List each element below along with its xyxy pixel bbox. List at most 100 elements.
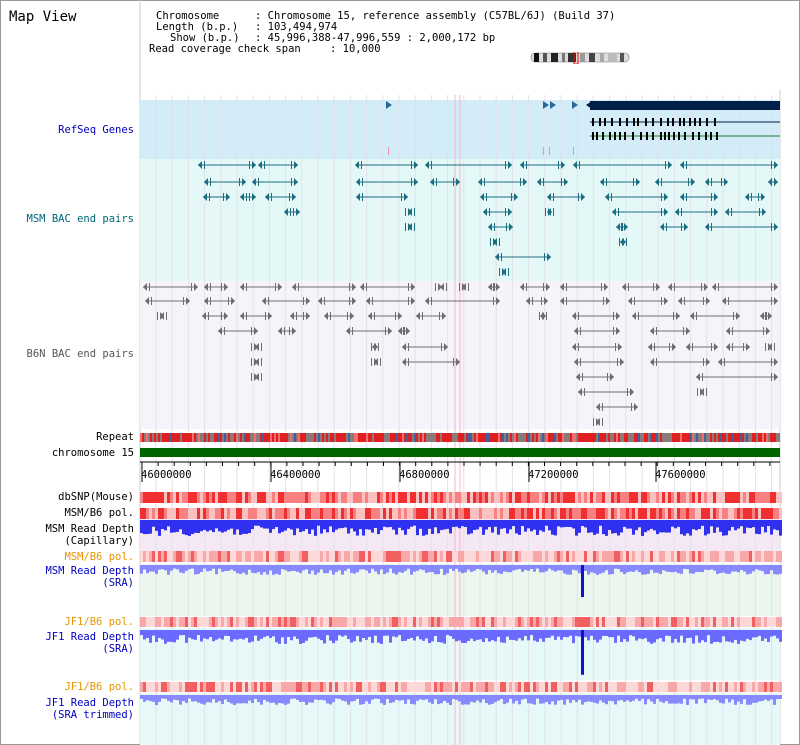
msm-depth-cap-bar bbox=[329, 520, 332, 527]
jf1-b6-pol-strip-2 bbox=[257, 682, 260, 692]
repeat-segment bbox=[734, 433, 736, 442]
show-label: Show (b.p.) bbox=[170, 32, 240, 44]
msm-b6-pol-strip bbox=[179, 508, 182, 519]
jf1-b6-pol-strip bbox=[311, 617, 314, 627]
jf1-b6-pol-strip bbox=[674, 617, 677, 627]
pair-tick bbox=[249, 193, 250, 201]
msm-depth-cap-bar bbox=[626, 520, 629, 529]
pair-end bbox=[254, 358, 258, 366]
msm-b6-pol-strip bbox=[629, 508, 632, 519]
jf1-b6-pol-strip bbox=[335, 617, 338, 627]
dbsnp-strip bbox=[590, 492, 593, 503]
msm-b6-pol-strip-2 bbox=[254, 551, 257, 562]
dbsnp-strip bbox=[278, 492, 281, 503]
b6n-bac-label: B6N BAC end pairs bbox=[26, 348, 134, 360]
msm-b6-pol-strip-2 bbox=[335, 551, 338, 562]
pair-tick bbox=[681, 223, 682, 231]
pair-end bbox=[456, 358, 460, 366]
repeat-segment bbox=[472, 433, 474, 442]
msm-b6-pol-strip-2 bbox=[587, 551, 590, 562]
msm-depth-sra-bar bbox=[536, 565, 539, 569]
jf1-b6-pol-strip-2 bbox=[584, 682, 587, 692]
jf1-b6-pol-strip bbox=[158, 617, 161, 627]
msm-depth-cap-bar bbox=[245, 520, 248, 534]
jf1-b6-pol-strip-2 bbox=[353, 682, 356, 692]
repeat-segment bbox=[328, 433, 330, 442]
pair-tick bbox=[395, 312, 396, 320]
pair-end bbox=[762, 208, 766, 216]
msm-b6-pol-strip bbox=[602, 508, 605, 519]
dbsnp-strip bbox=[524, 492, 527, 503]
msm-depth-sra-bar bbox=[245, 565, 248, 575]
jf1-b6-pol-strip-2 bbox=[491, 682, 494, 692]
repeat-segment bbox=[454, 433, 456, 442]
repeat-segment bbox=[214, 433, 216, 442]
jf1-depth-sra-bar bbox=[410, 630, 413, 638]
jf1-depth-sra-bar bbox=[287, 630, 290, 637]
repeat-segment bbox=[542, 433, 544, 442]
msm-b6-pol-strip-2 bbox=[326, 551, 329, 562]
chromosome-label: Chromosome bbox=[156, 10, 220, 22]
msm-depth-sra-bar bbox=[185, 565, 188, 571]
msm-depth-sra-bar bbox=[410, 565, 413, 575]
pair-tick bbox=[501, 253, 502, 261]
repeat-segment bbox=[310, 433, 312, 442]
dbsnp-strip bbox=[656, 492, 659, 503]
msm-b6-pol-strip-2 bbox=[770, 551, 773, 562]
pair-tick bbox=[602, 403, 603, 411]
pair-tick bbox=[711, 208, 712, 216]
jf1-depth-trim-bar bbox=[521, 695, 524, 700]
repeat-segment bbox=[554, 433, 556, 442]
jf1-b6-pol-strip-2 bbox=[179, 682, 182, 692]
repeat-segment bbox=[684, 433, 686, 442]
chromosome-ideogram[interactable] bbox=[528, 52, 634, 64]
msm-depth-cap-bar bbox=[467, 520, 470, 535]
jf1-b6-pol-strip-2 bbox=[656, 682, 659, 692]
msm-depth-cap-bar bbox=[164, 520, 167, 531]
jf1-b6-pol-strip-2 bbox=[287, 682, 290, 692]
jf1-b6-pol-strip-2 bbox=[587, 682, 590, 692]
repeat-segment bbox=[754, 433, 756, 442]
jf1-b6-pol-strip bbox=[626, 617, 629, 627]
msm-depth-sra-bar bbox=[704, 565, 707, 570]
refseq-genes-label: RefSeq Genes bbox=[58, 124, 134, 136]
msm-b6-pol-strip bbox=[521, 508, 524, 519]
jf1-b6-pol-strip bbox=[752, 617, 755, 627]
msm-depth-cap-bar bbox=[320, 520, 323, 534]
jf1-b6-pol-strip-2 bbox=[662, 682, 665, 692]
jf1-depth-sra-bar bbox=[401, 630, 404, 642]
jf1-depth-trim-bar bbox=[251, 695, 254, 703]
msm-b6-pol-strip-2 bbox=[377, 551, 380, 562]
pair-tick bbox=[246, 193, 247, 201]
jf1-b6-pol-strip bbox=[452, 617, 455, 627]
pair-tick bbox=[688, 178, 689, 186]
pair-end bbox=[523, 178, 527, 186]
msm-depth-sra-bar bbox=[398, 565, 401, 573]
jf1-b6-pol-strip bbox=[767, 617, 770, 627]
jf1-depth-sra-bar bbox=[560, 630, 563, 640]
repeat-segment bbox=[368, 433, 370, 442]
jf1-b6-pol-strip bbox=[728, 617, 731, 627]
msm-depth-cap-bar bbox=[431, 520, 434, 534]
jf1-b6-pol-strip bbox=[227, 617, 230, 627]
jf1-depth-trim-bar bbox=[158, 695, 161, 702]
repeat-segment bbox=[258, 433, 260, 442]
pair-tick bbox=[291, 161, 292, 169]
msm-depth-cap-bar bbox=[752, 520, 755, 528]
pair-tick bbox=[578, 193, 579, 201]
msm-b6-pol-strip-2 bbox=[605, 551, 608, 562]
gene-arrow bbox=[386, 101, 392, 109]
repeat-segment bbox=[682, 433, 684, 442]
msm-depth-cap-bar bbox=[707, 520, 710, 534]
pair-end bbox=[686, 327, 690, 335]
msm-b6-pol-strip bbox=[752, 508, 755, 519]
pair-end bbox=[145, 297, 149, 305]
jf1-b6-pol-strip-2 bbox=[185, 682, 188, 692]
msm-depth-sra-bar bbox=[647, 565, 650, 574]
msm-b6-pol-strip bbox=[497, 508, 500, 519]
msm-depth-cap-bar bbox=[272, 520, 275, 530]
msm-b6-pol-strip bbox=[299, 508, 302, 519]
msm-b6-pol-strip bbox=[746, 508, 749, 519]
msm-depth-sra-bar bbox=[359, 565, 362, 570]
